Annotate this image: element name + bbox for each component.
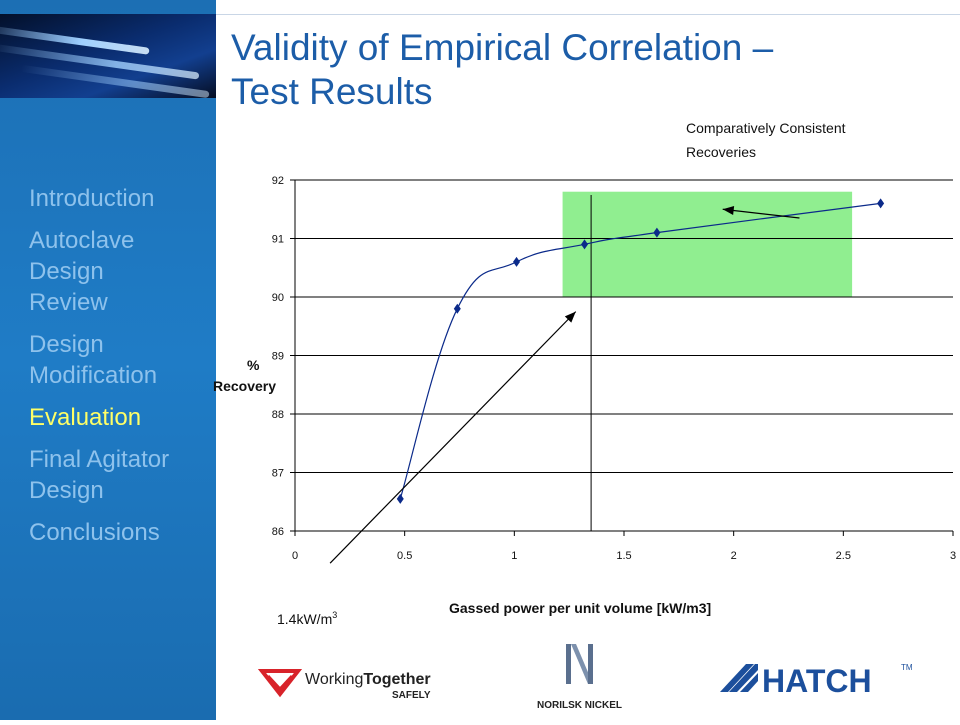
x-tick-label: 2.5 [836, 550, 851, 562]
header-divider [216, 14, 960, 15]
slide-title-line1: Validity of Empirical Correlation – [231, 27, 774, 68]
annotation-consistent-line2: Recoveries [686, 144, 756, 160]
hatch-stripe-icon [720, 664, 754, 692]
sidebar-nav: Introduction Autoclave Design Review Design M… [29, 183, 209, 559]
sidebar-item-label: Modification [29, 362, 158, 389]
norilsk-bar-right-icon [588, 644, 593, 684]
sidebar-item-introduction[interactable]: Introduction [29, 183, 209, 214]
y-axis-label-line2: Recovery [213, 378, 276, 394]
slide-title: Validity of Empirical Correlation – Test… [231, 26, 931, 114]
data-point [453, 303, 461, 314]
wts-chevron-icon [266, 674, 294, 692]
annotation-arrow-line [329, 311, 577, 564]
data-point [877, 198, 885, 209]
sidebar-item-label: Design [29, 258, 104, 285]
norilsk-text: NORILSK NICKEL [537, 700, 622, 711]
x-tick-label: 1 [511, 550, 517, 562]
sidebar-banner-image [0, 14, 216, 98]
annotation-threshold-value: 1.4kW/m [277, 611, 332, 627]
wts-safely: SAFELY [392, 690, 431, 701]
working-together-safely-logo: WorkingTogether SAFELY [257, 669, 431, 701]
x-tick-label: 2 [731, 550, 737, 562]
sidebar-item-label: Evaluation [29, 404, 142, 431]
x-tick-label: 1.5 [616, 550, 631, 562]
sidebar-item-label: Review [29, 289, 108, 316]
y-tick-label: 91 [272, 234, 284, 246]
x-tick-label: 0.5 [397, 550, 412, 562]
svg-text:WorkingTogether: WorkingTogether [305, 671, 431, 688]
sidebar-item-evaluation[interactable]: Evaluation [29, 402, 209, 433]
y-tick-label: 86 [272, 526, 284, 538]
wts-triangle-icon [257, 669, 303, 698]
y-tick-label: 90 [272, 292, 284, 304]
wts-together: Together [363, 671, 430, 688]
sidebar-item-label: Conclusions [29, 519, 160, 546]
annotation-threshold: 1.4kW/m3 [277, 610, 337, 627]
recovery-chart: 0 0.5 1 1.5 2 2.5 3 86 87 88 89 90 91 92 Comparativel… [213, 120, 956, 627]
annotation-arrow-head [564, 311, 576, 323]
annotation-threshold-sup: 3 [332, 610, 337, 620]
sidebar-item-final-agitator-design[interactable]: Final Agitator Design [29, 444, 209, 506]
data-point [653, 227, 661, 238]
norilsk-nickel-logo: NORILSK NICKEL [537, 644, 622, 711]
sidebar-item-label: Design [29, 477, 104, 504]
sidebar-item-label: Autoclave [29, 227, 135, 254]
hatch-stripe3-icon [740, 673, 758, 692]
hatch-stripe2-icon [729, 664, 758, 692]
y-tick-label: 92 [272, 175, 284, 187]
data-point [513, 256, 521, 267]
hatch-logo: HATCH TM [720, 663, 913, 699]
y-tick-label: 89 [272, 351, 284, 363]
data-point [581, 239, 589, 250]
sidebar-item-conclusions[interactable]: Conclusions [29, 517, 209, 548]
x-axis-label: Gassed power per unit volume [kW/m3] [449, 600, 711, 616]
norilsk-diagonal-icon [571, 644, 593, 684]
annotation-arrow-head [722, 206, 735, 215]
sidebar-item-autoclave-design-review[interactable]: Autoclave Design Review [29, 225, 209, 318]
y-tick-label: 87 [272, 468, 284, 480]
data-point [396, 493, 404, 504]
x-tick-label: 3 [950, 550, 956, 562]
series-line [399, 202, 881, 499]
wts-working: Working [305, 671, 363, 688]
highlight-region [562, 191, 853, 297]
sidebar-item-label: Introduction [29, 185, 155, 212]
footer-logos: WorkingTogether SAFELY NORILSK NICKEL HA… [0, 640, 960, 720]
y-axis-label-line1: % [247, 357, 260, 373]
norilsk-bar-left-icon [566, 644, 571, 684]
slide-title-line2: Test Results [231, 71, 433, 112]
hatch-text: HATCH [762, 663, 872, 699]
sidebar-item-label: Final Agitator [29, 446, 170, 473]
annotation-consistent-line1: Comparatively Consistent [686, 120, 846, 136]
y-tick-label: 88 [272, 409, 284, 421]
x-tick-label: 0 [292, 550, 298, 562]
footer-logo-strip: WorkingTogether SAFELY NORILSK NICKEL HA… [257, 644, 913, 711]
sidebar-item-design-modification[interactable]: Design Modification [29, 329, 209, 391]
annotation-arrow-line [722, 208, 800, 219]
sidebar-item-label: Design [29, 331, 104, 358]
sidebar: Introduction Autoclave Design Review Design M… [0, 0, 216, 720]
hatch-tm: TM [901, 663, 913, 672]
